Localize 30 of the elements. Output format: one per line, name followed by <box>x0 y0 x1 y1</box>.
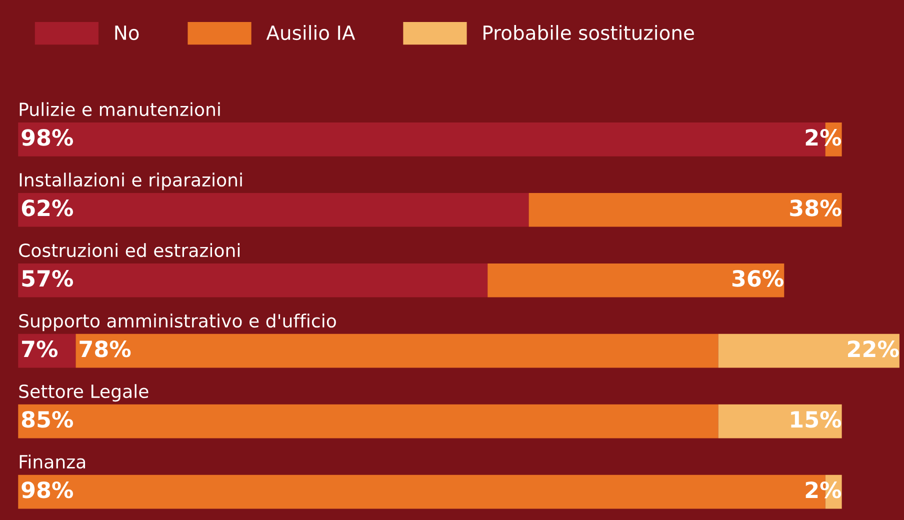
data-label: 15% <box>791 410 842 428</box>
data-label: 2% <box>806 129 842 146</box>
bar <box>18 263 488 298</box>
data-label: 78% <box>80 340 131 358</box>
legend-label: Ausilio IA <box>266 25 356 40</box>
bar <box>18 192 529 227</box>
data-label: 2% <box>806 481 842 498</box>
bar <box>488 263 784 298</box>
bar <box>76 334 718 368</box>
legend-label: Probabile sostituzione <box>484 25 694 40</box>
data-label: 57% <box>22 270 74 287</box>
data-label: 38% <box>790 200 842 216</box>
data-label: 98% <box>22 129 74 146</box>
data-label: 36% <box>732 270 784 287</box>
y-tick-label: Installazioni e riparazioni <box>20 172 242 190</box>
data-label: 62% <box>22 200 74 216</box>
y-tick-label: Supporto amministrativo e d'ufficio <box>19 314 336 332</box>
bar <box>528 192 842 227</box>
y-tick-label: Finanza <box>20 454 86 469</box>
data-label: 7% <box>22 340 58 358</box>
data-label: 85% <box>22 410 74 428</box>
y-tick-label: Settore Legale <box>19 384 148 402</box>
data-label: 98% <box>22 481 74 498</box>
bar <box>718 404 842 438</box>
data-label: 22% <box>848 340 899 358</box>
legend-label: No <box>115 26 139 40</box>
y-tick-label: Pulizie e manutenzioni <box>20 102 220 116</box>
y-tick-label: Costruzioni ed estrazioni <box>19 243 240 258</box>
bar <box>18 404 718 438</box>
bar <box>718 334 900 368</box>
